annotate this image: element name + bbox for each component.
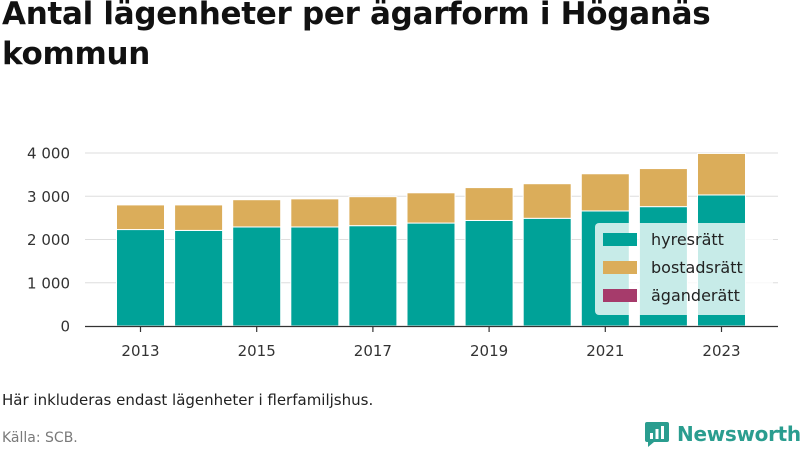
y-axis-ticks: 0 1 000 2 000 3 000 4 000 xyxy=(27,145,70,336)
y-tick-label: 3 000 xyxy=(27,188,70,206)
y-tick-label: 2 000 xyxy=(27,231,70,249)
bar-segment xyxy=(522,183,572,219)
bar-segment xyxy=(348,225,398,327)
bar-segment xyxy=(638,168,688,208)
bar-segment xyxy=(116,229,165,327)
y-tick-label: 1 000 xyxy=(27,274,70,292)
legend-label: bostadsrätt xyxy=(651,258,743,277)
bar-segment xyxy=(406,192,456,224)
bar-segment xyxy=(232,199,282,228)
x-tick-label: 2013 xyxy=(121,342,159,360)
bar-segment xyxy=(406,222,456,327)
y-tick-label: 4 000 xyxy=(27,145,70,163)
legend-swatch xyxy=(603,289,637,302)
bar-segment xyxy=(464,219,514,327)
bar-segment xyxy=(697,152,746,196)
legend-swatch xyxy=(603,233,637,246)
bar-segment xyxy=(348,196,398,227)
chart-title: Antal lägenheter per ägarform i Höganäs … xyxy=(2,0,711,72)
bar-segment xyxy=(464,187,514,221)
logo-wordmark: Newsworthy xyxy=(677,422,800,446)
bar-segment xyxy=(290,198,340,228)
x-axis-ticks: 2013 2015 2017 2019 2021 2023 xyxy=(121,326,741,360)
newsworthy-logo-icon xyxy=(645,422,669,447)
bar-segment xyxy=(116,204,165,231)
bar-segment xyxy=(232,226,282,327)
legend-box xyxy=(595,223,773,315)
x-tick-label: 2021 xyxy=(586,342,624,360)
bar-segment xyxy=(580,173,630,212)
y-tick-label: 0 xyxy=(60,318,70,336)
bar-segment xyxy=(174,204,224,231)
footnote: Här inkluderas endast lägenheter i flerf… xyxy=(2,391,374,409)
source-credit: Källa: SCB. xyxy=(2,430,78,446)
legend: hyresrätt bostadsrätt äganderätt xyxy=(595,223,773,315)
legend-swatch xyxy=(603,261,637,274)
x-tick-label: 2017 xyxy=(354,342,392,360)
bar-segment xyxy=(290,226,340,327)
bar-segment xyxy=(522,217,572,327)
newsworthy-logo: Newsworthy xyxy=(644,420,800,448)
legend-label: hyresrätt xyxy=(651,230,724,249)
legend-label: äganderätt xyxy=(651,286,740,305)
bar-segment xyxy=(174,229,224,327)
x-tick-label: 2015 xyxy=(238,342,276,360)
stacked-bar-chart: 2013 2015 2017 2019 2021 2023 0 1 000 2 000 3 00… xyxy=(27,145,778,360)
x-tick-label: 2019 xyxy=(470,342,508,360)
x-tick-label: 2023 xyxy=(702,342,740,360)
